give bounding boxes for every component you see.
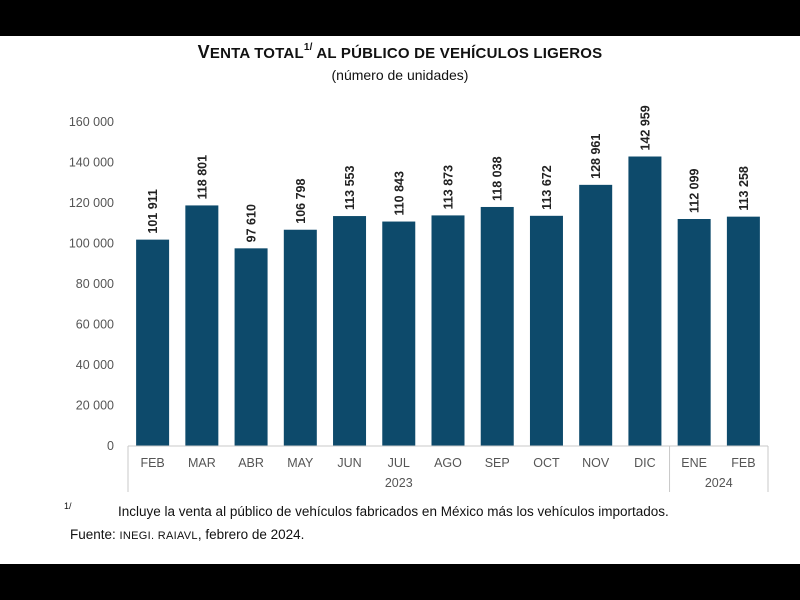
bar-data-label: 113 672 xyxy=(540,165,554,210)
x-category-label: SEP xyxy=(485,456,510,470)
x-group-label: 2024 xyxy=(705,476,733,490)
chart-subtitle: (número de unidades) xyxy=(331,67,469,83)
x-category-label: AGO xyxy=(434,456,462,470)
bar xyxy=(677,218,711,446)
x-group-label: 2023 xyxy=(385,476,413,490)
bar-data-label: 97 610 xyxy=(245,204,259,242)
y-tick-label: 0 xyxy=(107,439,114,453)
bar xyxy=(382,221,416,446)
bar-data-label: 112 099 xyxy=(688,168,702,213)
bar xyxy=(185,205,219,446)
y-tick-label: 100 000 xyxy=(69,237,114,251)
source-institutions: INEGI. RAIAVL xyxy=(119,530,198,542)
source-date: , febrero de 2024. xyxy=(197,527,305,542)
bar-data-label: 101 911 xyxy=(146,189,160,234)
bar xyxy=(628,156,662,446)
bar-data-label: 106 798 xyxy=(294,179,308,224)
x-category-label: DIC xyxy=(634,456,656,470)
x-category-label: JUL xyxy=(388,456,410,470)
x-category-label: ENE xyxy=(681,456,707,470)
x-category-label: MAY xyxy=(287,456,314,470)
bar-data-label: 118 038 xyxy=(491,156,505,201)
bar xyxy=(529,215,563,446)
bar-data-label: 118 801 xyxy=(195,155,209,200)
title-part1: ENTA TOTAL xyxy=(209,45,304,62)
x-category-label: ABR xyxy=(238,456,264,470)
bar xyxy=(480,206,514,446)
x-category-label: FEB xyxy=(731,456,755,470)
y-tick-label: 60 000 xyxy=(76,318,114,332)
y-tick-label: 40 000 xyxy=(76,358,114,372)
x-category-label: JUN xyxy=(337,456,361,470)
title-part2: AL PÚBLICO DE VEHÍCULOS LIGEROS xyxy=(312,45,603,62)
bar-data-label: 113 873 xyxy=(442,165,456,210)
bar xyxy=(136,239,170,446)
bar xyxy=(726,216,760,446)
bar-data-label: 110 843 xyxy=(392,171,406,216)
bar-chart: 0 20 000 40 000 60 000 80 000 100 000 120 000 1… xyxy=(69,105,769,492)
source-label: Fuente: xyxy=(70,527,116,542)
y-tick-label: 80 000 xyxy=(76,277,114,291)
title-initial: V xyxy=(197,42,210,62)
bar-data-label: 113 258 xyxy=(737,166,751,211)
x-category-label: NOV xyxy=(582,456,610,470)
x-category-label: MAR xyxy=(188,456,216,470)
title-footnote-ref: 1/ xyxy=(303,42,313,53)
y-tick-label: 140 000 xyxy=(69,156,114,170)
bar-data-label: 113 553 xyxy=(343,166,357,211)
footnote-mark: 1/ xyxy=(64,501,72,511)
bar-data-label: 128 961 xyxy=(589,134,603,179)
bar xyxy=(333,216,367,446)
source-line: Fuente: INEGI. RAIAVL, febrero de 2024. xyxy=(70,527,304,542)
x-category-label: OCT xyxy=(533,456,560,470)
chart-title: VENTA TOTAL1/ AL PÚBLICO DE VEHÍCULOS LI… xyxy=(0,42,800,63)
chart-canvas: VENTA TOTAL1/ AL PÚBLICO DE VEHÍCULOS LI… xyxy=(0,36,800,564)
bar xyxy=(431,215,465,446)
y-tick-label: 20 000 xyxy=(76,399,114,413)
bar xyxy=(283,229,317,446)
bar xyxy=(234,248,268,446)
bar-data-label: 142 959 xyxy=(638,105,652,150)
y-tick-label: 120 000 xyxy=(69,196,114,210)
y-tick-label: 160 000 xyxy=(69,115,114,129)
bar xyxy=(579,184,613,446)
footnote-text: Incluye la venta al público de vehículos… xyxy=(118,504,669,519)
x-category-label: FEB xyxy=(140,456,164,470)
